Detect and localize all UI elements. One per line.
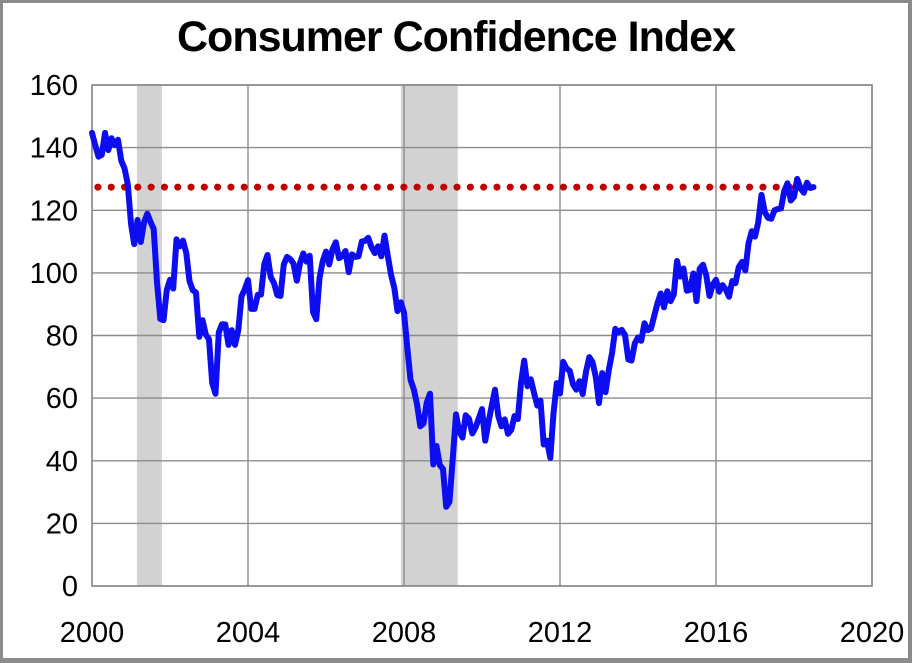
x-tick-label: 2016: [684, 617, 749, 649]
y-tick-label: 140: [30, 133, 78, 165]
x-tick-label: 2012: [528, 617, 593, 649]
y-tick-label: 20: [46, 508, 78, 540]
y-tick-label: 100: [30, 258, 78, 290]
x-tick-label: 2000: [60, 617, 125, 649]
x-tick-label: 2004: [216, 617, 281, 649]
plot-border: [91, 84, 873, 587]
chart-title: Consumer Confidence Index: [177, 13, 736, 61]
y-tick-label: 120: [30, 195, 78, 227]
y-tick-label: 60: [46, 383, 78, 415]
x-tick-label: 2020: [840, 617, 905, 649]
y-tick-label: 40: [46, 446, 78, 478]
data-line: [89, 129, 817, 510]
y-tick-label: 0: [62, 571, 78, 603]
x-tick-label: 2008: [372, 617, 437, 649]
y-tick-label: 160: [30, 70, 78, 102]
y-tick-label: 80: [46, 321, 78, 353]
